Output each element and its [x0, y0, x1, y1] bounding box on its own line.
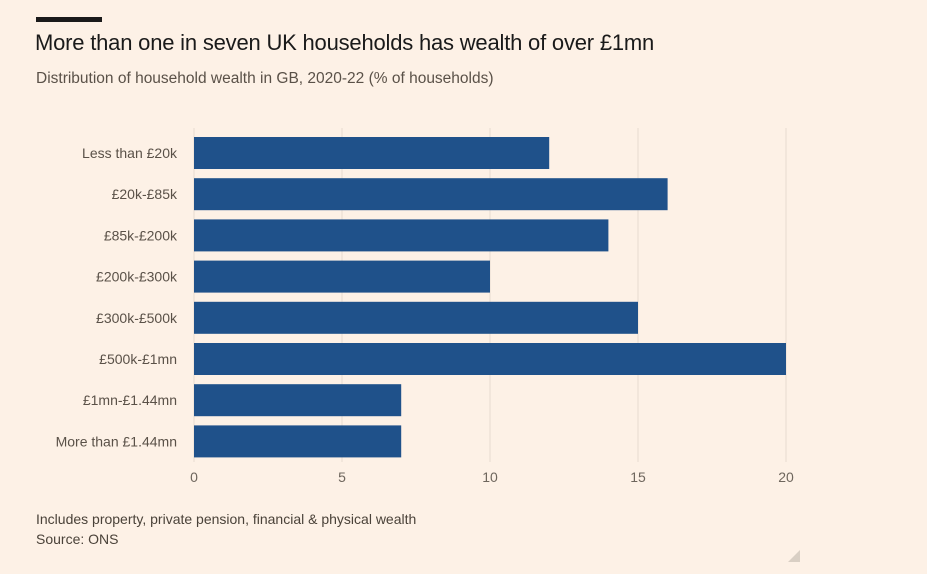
bar-chart: Less than £20k £20k-£85k £85k-£200k £200k-£… [56, 128, 794, 485]
x-tick-label: 5 [338, 469, 346, 485]
chart-subtitle: Distribution of household wealth in GB, … [36, 70, 494, 87]
category-label: £1mn-£1.44mn [83, 392, 177, 408]
category-label: £300k-£500k [96, 310, 178, 326]
bar [194, 343, 786, 375]
category-label: £500k-£1mn [99, 351, 177, 367]
bars [194, 137, 786, 458]
bar [194, 260, 490, 293]
category-labels: Less than £20k £20k-£85k £85k-£200k £200k-£… [56, 145, 178, 449]
x-tick-label: 10 [482, 469, 498, 485]
bar [194, 178, 668, 211]
bar [194, 301, 638, 334]
x-tick-label: 20 [778, 469, 794, 485]
category-label: £85k-£200k [104, 227, 178, 243]
category-label: £20k-£85k [112, 186, 178, 202]
header-accent-bar [36, 17, 102, 22]
bar [194, 384, 402, 417]
x-axis-tick-labels: 0 5 10 15 20 [190, 469, 794, 485]
bar [194, 137, 550, 169]
category-label: Less than £20k [82, 145, 178, 161]
resize-handle-icon [788, 550, 800, 562]
x-tick-label: 15 [630, 469, 646, 485]
category-label: £200k-£300k [96, 269, 178, 285]
bar [194, 425, 402, 458]
footnote: Includes property, private pension, fina… [36, 511, 417, 527]
source-note: Source: ONS [36, 531, 119, 547]
bar [194, 219, 609, 252]
x-tick-label: 0 [190, 469, 198, 485]
category-label: More than £1.44mn [56, 433, 177, 449]
chart-title: More than one in seven UK households has… [35, 30, 655, 55]
